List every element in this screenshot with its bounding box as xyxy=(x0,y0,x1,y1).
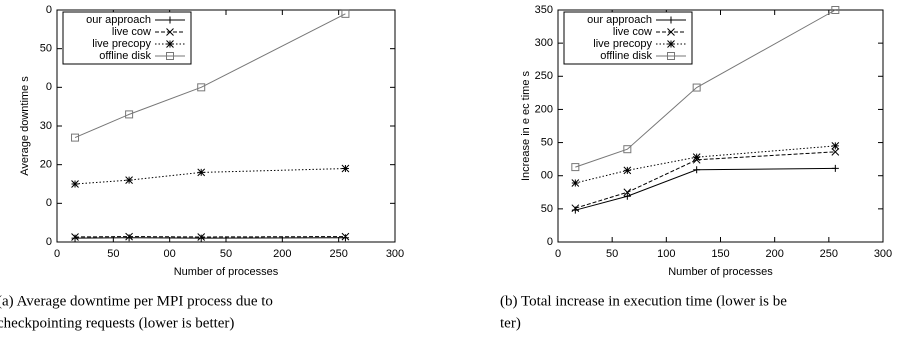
marker xyxy=(125,110,134,119)
series-line xyxy=(575,9,836,168)
marker xyxy=(341,232,350,241)
marker xyxy=(125,232,133,241)
marker xyxy=(623,145,632,154)
marker xyxy=(197,234,205,242)
x-tick-label: 50 xyxy=(606,248,618,260)
series-line xyxy=(575,151,836,209)
marker xyxy=(623,188,632,197)
caption: (b) Total increase in execution time (lo… xyxy=(500,293,787,309)
marker xyxy=(71,133,80,142)
x-tick-label: 250 xyxy=(329,248,347,260)
legend-label: our approach xyxy=(587,14,652,26)
marker xyxy=(341,9,350,18)
x-tick-label: 50 xyxy=(107,248,119,260)
x-tick-label: 100 xyxy=(657,248,675,260)
y-tick-label: 0 xyxy=(46,81,52,93)
marker xyxy=(571,163,580,172)
marker xyxy=(692,153,701,162)
y-axis-label: Increase in e ec time s xyxy=(520,70,532,181)
marker xyxy=(197,83,206,92)
marker xyxy=(125,176,133,184)
x-tick-label: 150 xyxy=(711,248,729,260)
marker xyxy=(667,40,675,48)
y-tick-label: 300 xyxy=(535,37,553,49)
marker xyxy=(623,166,632,175)
y-tick-label: 50 xyxy=(541,136,553,148)
marker xyxy=(571,179,580,187)
y-tick-label: 0 xyxy=(46,197,52,209)
legend-label: live cow xyxy=(112,26,151,38)
y-tick-label: 350 xyxy=(535,4,553,16)
x-tick-label: 50 xyxy=(220,248,232,260)
marker xyxy=(166,52,174,60)
marker xyxy=(831,142,840,150)
marker xyxy=(341,164,350,173)
legend-label: live precopy xyxy=(92,38,151,50)
marker xyxy=(831,164,839,172)
x-tick-label: 300 xyxy=(386,248,404,260)
marker xyxy=(831,147,840,156)
marker xyxy=(166,28,174,36)
marker xyxy=(71,233,79,241)
series-line xyxy=(575,167,836,211)
caption: checkpointing requests (lower is better) xyxy=(0,315,234,331)
marker xyxy=(571,204,580,213)
y-tick-label: 00 xyxy=(541,170,553,182)
x-axis-label: Number of processes xyxy=(668,266,773,278)
marker xyxy=(341,234,349,242)
marker xyxy=(166,16,174,24)
x-axis-label: Number of processes xyxy=(174,266,279,278)
y-tick-label: 0 xyxy=(46,4,52,16)
y-tick-label: 0 xyxy=(46,236,52,248)
marker xyxy=(667,28,675,36)
y-tick-label: 50 xyxy=(40,43,52,55)
marker xyxy=(197,233,206,241)
x-tick-label: 300 xyxy=(874,248,892,260)
y-tick-label: 50 xyxy=(541,203,553,215)
x-tick-label: 0 xyxy=(555,248,561,260)
marker xyxy=(71,234,79,242)
x-tick-label: 200 xyxy=(273,248,291,260)
marker xyxy=(693,166,701,174)
series-line xyxy=(575,145,836,184)
marker xyxy=(125,234,133,242)
y-tick-label: 0 xyxy=(547,236,553,248)
legend-label: offline disk xyxy=(99,50,151,62)
legend-label: live precopy xyxy=(593,38,652,50)
legend-label: live cow xyxy=(613,26,652,38)
marker xyxy=(197,168,206,177)
x-tick-label: 250 xyxy=(820,248,838,260)
legend-label: offline disk xyxy=(600,50,652,62)
x-tick-label: 200 xyxy=(765,248,783,260)
marker xyxy=(667,16,675,24)
y-tick-label: 30 xyxy=(40,120,52,132)
y-tick-label: 20 xyxy=(40,159,52,171)
series-line xyxy=(74,168,346,185)
marker xyxy=(166,40,174,48)
marker xyxy=(623,192,631,200)
x-tick-label: 00 xyxy=(164,248,176,260)
marker xyxy=(831,6,840,14)
x-tick-label: 0 xyxy=(54,248,60,260)
y-tick-label: 250 xyxy=(535,70,553,82)
y-axis-label: Average downtime s xyxy=(19,76,31,176)
marker xyxy=(692,83,701,92)
series-line xyxy=(74,13,346,139)
caption: (a) Average downtime per MPI process due… xyxy=(0,293,273,309)
caption: ter) xyxy=(500,315,521,331)
marker xyxy=(71,180,79,188)
marker xyxy=(667,52,675,60)
legend-box xyxy=(563,11,693,65)
legend-label: our approach xyxy=(86,14,151,26)
y-tick-label: 200 xyxy=(535,103,553,115)
